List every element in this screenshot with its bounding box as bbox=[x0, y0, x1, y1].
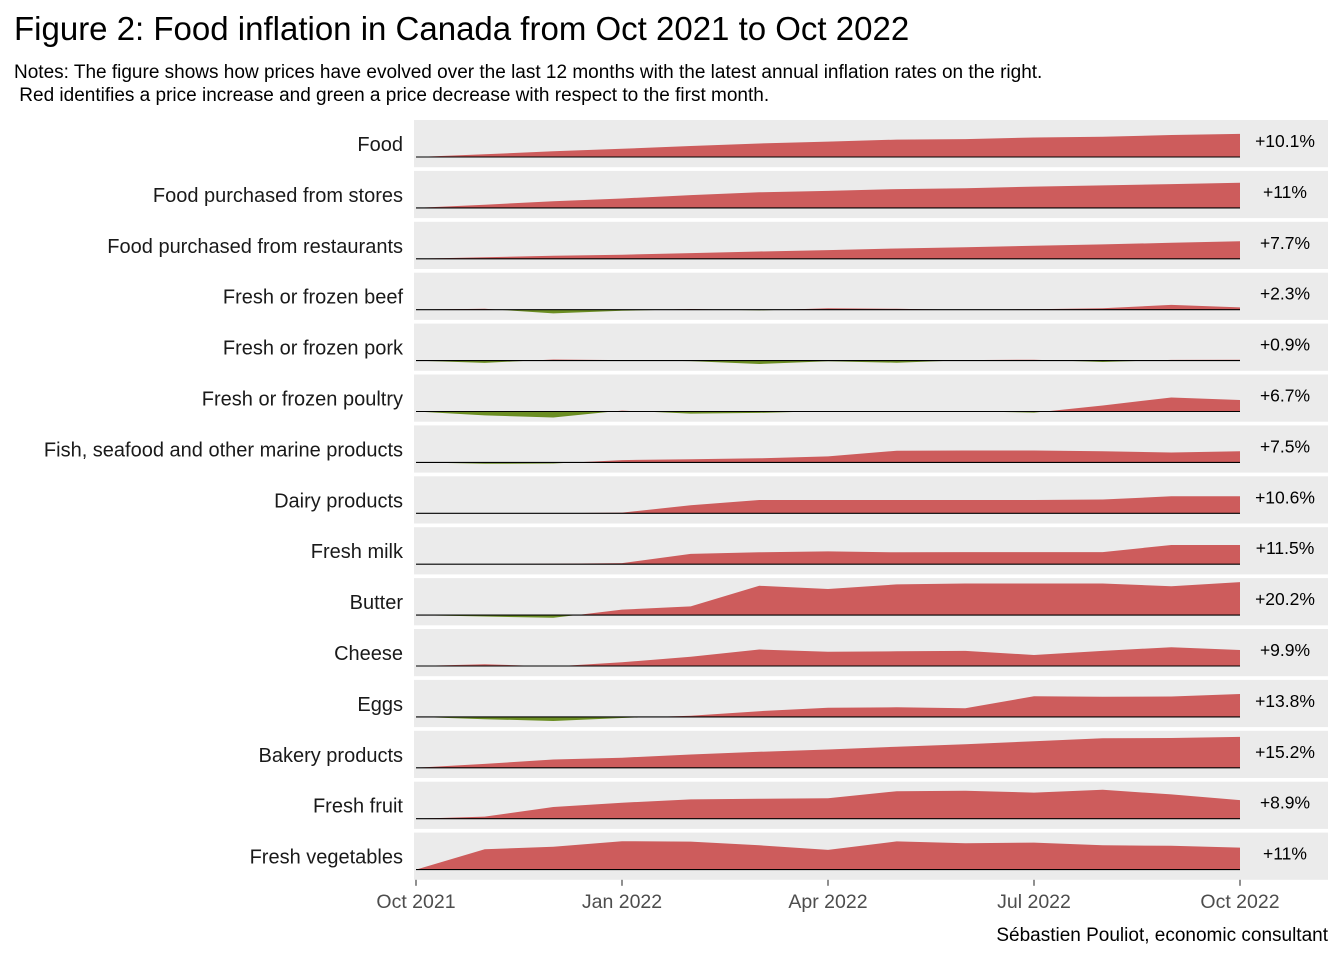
x-tick-label-jan-2022: Jan 2022 bbox=[582, 891, 662, 913]
increase-area-cheese bbox=[416, 647, 1240, 666]
row-label-fresh-or-frozen-beef: Fresh or frozen beef bbox=[223, 287, 404, 309]
increase-area-bakery-products bbox=[416, 736, 1240, 768]
increase-area-fresh-fruit bbox=[416, 789, 1240, 819]
increase-area-fish-seafood-and-other-marine-products bbox=[416, 450, 1240, 463]
increase-area-fresh-or-frozen-poultry bbox=[416, 397, 1240, 412]
x-tick-label-apr-2022: Apr 2022 bbox=[788, 891, 867, 913]
x-tick-label-jul-2022: Jul 2022 bbox=[997, 891, 1071, 913]
increase-area-fresh-milk bbox=[416, 545, 1240, 565]
increase-area-dairy-products bbox=[416, 496, 1240, 514]
row-label-food-purchased-from-stores: Food purchased from stores bbox=[153, 185, 403, 207]
row-label-fresh-fruit: Fresh fruit bbox=[313, 796, 403, 818]
panel-fish-seafood-and-other-marine-products bbox=[414, 425, 1328, 473]
row-label-eggs: Eggs bbox=[357, 694, 403, 716]
increase-area-butter bbox=[416, 582, 1240, 616]
increase-area-food-purchased-from-restaurants bbox=[416, 241, 1240, 259]
increase-area-food-purchased-from-stores bbox=[416, 182, 1240, 208]
inflation-label-fish-seafood-and-other-marine-products: +7.5% bbox=[1260, 436, 1310, 456]
decrease-area-fresh-or-frozen-poultry bbox=[416, 411, 1240, 418]
inflation-label-eggs: +13.8% bbox=[1255, 691, 1315, 711]
row-label-fresh-vegetables: Fresh vegetables bbox=[250, 847, 403, 869]
inflation-label-fresh-or-frozen-pork: +0.9% bbox=[1260, 335, 1310, 355]
inflation-label-dairy-products: +10.6% bbox=[1255, 487, 1315, 507]
inflation-label-fresh-or-frozen-beef: +2.3% bbox=[1260, 284, 1310, 304]
increase-area-fresh-vegetables bbox=[416, 841, 1240, 870]
author-caption: Sébastien Pouliot, economic consultant bbox=[996, 925, 1328, 946]
inflation-label-food: +10.1% bbox=[1255, 131, 1315, 151]
row-label-bakery-products: Bakery products bbox=[258, 745, 403, 767]
inflation-label-fresh-vegetables: +11% bbox=[1263, 844, 1307, 864]
row-label-food: Food bbox=[357, 134, 403, 156]
inflation-label-fresh-or-frozen-poultry: +6.7% bbox=[1260, 386, 1310, 406]
inflation-label-fresh-fruit: +8.9% bbox=[1260, 793, 1310, 813]
increase-area-food bbox=[416, 133, 1240, 157]
chart-title: Figure 2: Food inflation in Canada from … bbox=[14, 10, 910, 47]
row-label-dairy-products: Dairy products bbox=[274, 490, 403, 512]
x-tick-label-oct-2022: Oct 2022 bbox=[1200, 891, 1279, 913]
decrease-area-eggs bbox=[416, 716, 1240, 721]
panel-fresh-or-frozen-pork bbox=[414, 323, 1328, 371]
row-label-cheese: Cheese bbox=[334, 643, 403, 665]
inflation-label-fresh-milk: +11.5% bbox=[1256, 538, 1315, 558]
inflation-label-cheese: +9.9% bbox=[1260, 640, 1310, 660]
row-label-food-purchased-from-restaurants: Food purchased from restaurants bbox=[107, 236, 403, 258]
increase-area-eggs bbox=[416, 694, 1240, 717]
chart-note-line-2: Red identifies a price increase and gree… bbox=[14, 85, 770, 106]
inflation-label-food-purchased-from-restaurants: +7.7% bbox=[1260, 233, 1310, 253]
inflation-label-food-purchased-from-stores: +11% bbox=[1263, 182, 1307, 202]
row-label-fish-seafood-and-other-marine-products: Fish, seafood and other marine products bbox=[44, 439, 403, 461]
inflation-label-butter: +20.2% bbox=[1255, 589, 1315, 609]
x-tick-label-oct-2021: Oct 2021 bbox=[376, 891, 455, 913]
row-label-fresh-or-frozen-poultry: Fresh or frozen poultry bbox=[202, 389, 403, 411]
row-label-butter: Butter bbox=[350, 592, 404, 614]
row-label-fresh-milk: Fresh milk bbox=[311, 541, 404, 563]
decrease-area-fresh-or-frozen-beef bbox=[416, 309, 1240, 314]
inflation-label-bakery-products: +15.2% bbox=[1255, 742, 1315, 762]
row-label-fresh-or-frozen-pork: Fresh or frozen pork bbox=[223, 338, 404, 360]
chart-note-line-1: Notes: The figure shows how prices have … bbox=[14, 62, 1043, 83]
